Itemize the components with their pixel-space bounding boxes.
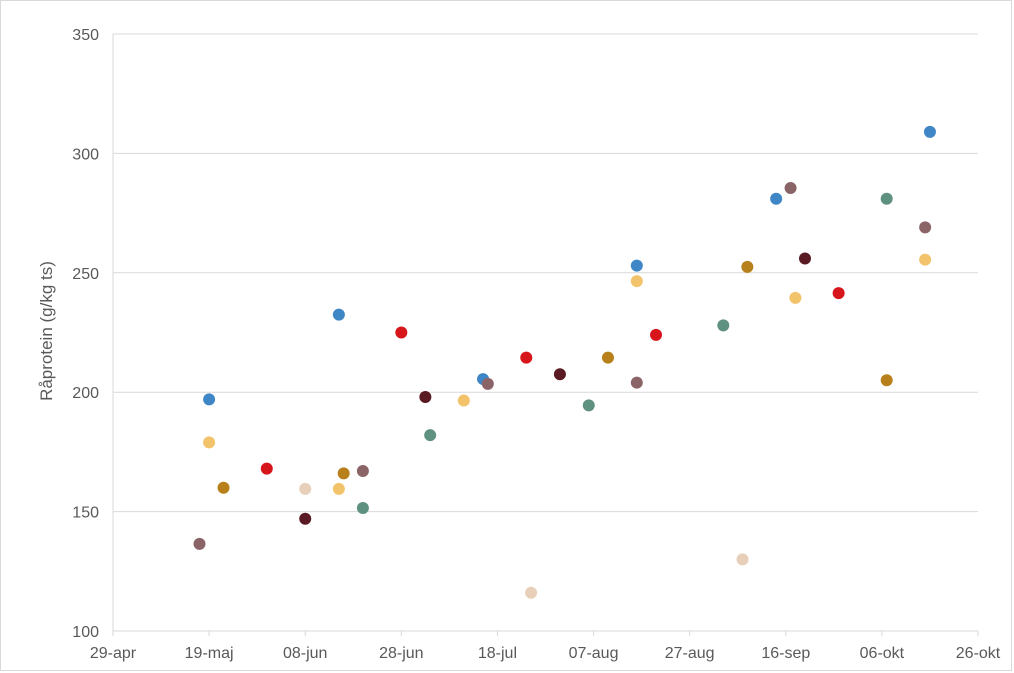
data-point bbox=[582, 399, 595, 412]
data-point bbox=[299, 512, 312, 525]
data-points bbox=[193, 125, 936, 599]
y-tick-label: 100 bbox=[72, 624, 99, 641]
data-point bbox=[919, 221, 932, 234]
data-point bbox=[630, 376, 643, 389]
data-point bbox=[784, 182, 797, 195]
data-point bbox=[520, 351, 533, 364]
data-point bbox=[203, 436, 216, 449]
data-point bbox=[193, 537, 206, 550]
y-tick-label: 350 bbox=[72, 27, 99, 44]
y-tick-label: 150 bbox=[72, 505, 99, 522]
x-tick-label: 07-aug bbox=[569, 645, 619, 662]
data-point bbox=[601, 351, 614, 364]
y-axis-title: Råprotein (g/kg ts) bbox=[37, 261, 56, 401]
y-tick-label: 250 bbox=[72, 266, 99, 283]
data-point bbox=[799, 252, 811, 265]
x-tick-label: 28-jun bbox=[379, 645, 423, 662]
data-point bbox=[424, 429, 437, 442]
data-point bbox=[789, 291, 802, 304]
x-tick-label: 06-okt bbox=[860, 645, 905, 662]
data-point bbox=[736, 553, 749, 566]
data-point bbox=[356, 502, 369, 515]
x-tick-label: 16-sep bbox=[761, 645, 810, 662]
y-tick-labels: 100 150 200 250 300 350 bbox=[72, 27, 99, 641]
data-point bbox=[630, 275, 643, 288]
x-tick-label: 18-jul bbox=[478, 645, 517, 662]
data-point bbox=[419, 390, 432, 403]
data-point bbox=[630, 259, 643, 272]
data-point bbox=[337, 467, 350, 480]
data-point bbox=[299, 482, 312, 495]
data-point bbox=[880, 374, 893, 387]
data-point bbox=[203, 393, 216, 406]
data-point bbox=[332, 308, 345, 321]
data-point bbox=[481, 377, 494, 390]
data-point bbox=[880, 192, 893, 205]
data-point bbox=[356, 465, 369, 478]
data-point bbox=[332, 482, 345, 495]
data-point bbox=[553, 368, 566, 381]
data-point bbox=[919, 253, 932, 266]
data-point bbox=[770, 192, 783, 205]
gridlines bbox=[112, 33, 979, 636]
data-point bbox=[217, 481, 230, 494]
data-point bbox=[717, 319, 730, 332]
data-point bbox=[650, 328, 663, 341]
y-tick-label: 300 bbox=[72, 146, 99, 163]
data-point bbox=[260, 462, 273, 475]
data-point bbox=[395, 326, 408, 339]
x-tick-label: 27-aug bbox=[665, 645, 715, 662]
data-point bbox=[923, 125, 936, 138]
y-tick-label: 200 bbox=[72, 385, 99, 402]
x-tick-label: 26-okt bbox=[956, 645, 1001, 662]
data-point bbox=[457, 394, 470, 407]
x-tick-label: 29-apr bbox=[90, 645, 137, 662]
x-tick-label: 08-jun bbox=[283, 645, 327, 662]
data-point bbox=[832, 287, 845, 300]
x-tick-labels: 29-apr 19-maj 08-jun 28-jun 18-jul 07-aug 27-a… bbox=[90, 645, 1001, 662]
data-point bbox=[741, 260, 754, 273]
data-point bbox=[525, 586, 538, 599]
x-tick-label: 19-maj bbox=[185, 645, 234, 662]
